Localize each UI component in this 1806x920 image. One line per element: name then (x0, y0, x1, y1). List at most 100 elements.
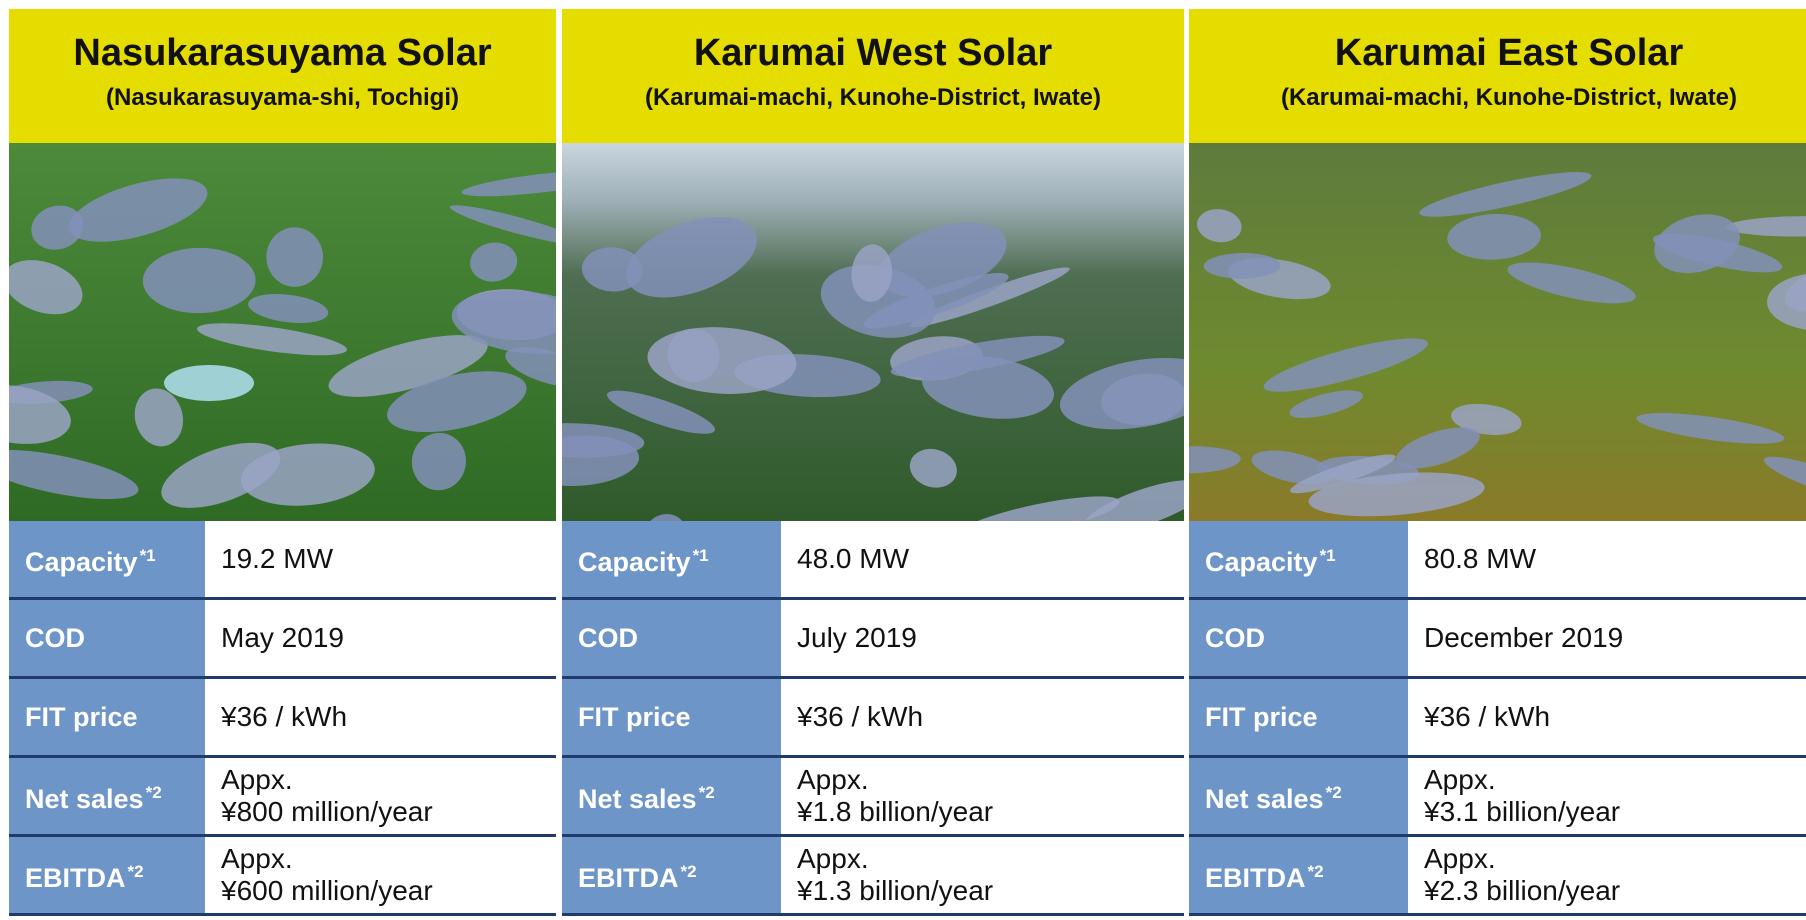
table-row: Net sales *2 Appx. ¥1.8 billion/year (562, 758, 1184, 837)
photo (9, 143, 556, 521)
photo-frame (562, 143, 1184, 521)
row-label: FIT price (9, 679, 205, 755)
panel-subtitle: (Karumai-machi, Kunohe-District, Iwate) (644, 84, 1102, 111)
photo-frame (1189, 143, 1806, 521)
value-line: 80.8 MW (1424, 543, 1537, 574)
row-value: May 2019 (205, 600, 556, 676)
value-line: Appx. (221, 843, 293, 874)
label-text: COD (578, 623, 638, 653)
value-line: July 2019 (797, 622, 917, 653)
label-text: EBITDA *2 (578, 857, 697, 893)
panel-header: Nasukarasuyama Solar (Nasukarasuyama-shi,… (9, 9, 556, 143)
row-label: EBITDA *2 (9, 837, 205, 913)
row-value: Appx. ¥1.8 billion/year (781, 758, 1184, 834)
panel-title: Karumai West Solar (693, 32, 1053, 74)
label-text: Net sales *2 (25, 778, 162, 814)
value-line: ¥36 / kWh (797, 701, 924, 732)
table-row: Capacity *1 19.2 MW (9, 521, 556, 600)
label: EBITDA (1205, 863, 1306, 893)
table-row: COD July 2019 (562, 600, 1184, 679)
label-text: EBITDA *2 (25, 857, 144, 893)
value-line: ¥600 million/year (221, 875, 433, 906)
row-label: Capacity *1 (562, 521, 781, 597)
table-row: FIT price ¥36 / kWh (9, 679, 556, 758)
label-text: Capacity *1 (1205, 541, 1336, 577)
value-line: ¥800 million/year (221, 796, 433, 827)
table-row: COD May 2019 (9, 600, 556, 679)
row-value: Appx. ¥3.1 billion/year (1408, 758, 1806, 834)
panel-title: Nasukarasuyama Solar (73, 32, 492, 74)
footnote-mark: *1 (1319, 546, 1336, 565)
row-value: 19.2 MW (205, 521, 556, 597)
panel-header: Karumai West Solar (Karumai-machi, Kunohe… (562, 9, 1184, 143)
value-line: May 2019 (221, 622, 344, 653)
panel: Nasukarasuyama Solar (Nasukarasuyama-shi,… (9, 9, 556, 920)
value-line: Appx. (1424, 764, 1496, 795)
row-label: COD (562, 600, 781, 676)
row-label: Capacity *1 (1189, 521, 1408, 597)
label: COD (25, 623, 85, 653)
value-line: 48.0 MW (797, 543, 910, 574)
table-row: EBITDA *2 Appx. ¥1.3 billion/year (562, 837, 1184, 916)
row-value: ¥36 / kWh (205, 679, 556, 755)
panel-title: Karumai East Solar (1334, 32, 1684, 74)
label-text: EBITDA *2 (1205, 857, 1324, 893)
panel: Karumai West Solar (Karumai-machi, Kunohe… (562, 9, 1184, 920)
label: Net sales (25, 784, 144, 814)
label: Capacity (578, 547, 691, 577)
table-row: FIT price ¥36 / kWh (1189, 679, 1806, 758)
value-line: ¥36 / kWh (1424, 701, 1551, 732)
table-row: FIT price ¥36 / kWh (562, 679, 1184, 758)
panel: Karumai East Solar (Karumai-machi, Kunohe… (1189, 9, 1806, 920)
table-row: COD December 2019 (1189, 600, 1806, 679)
label: Capacity (25, 547, 138, 577)
row-value: July 2019 (781, 600, 1184, 676)
label: Net sales (578, 784, 697, 814)
footnote-mark: *2 (1307, 862, 1324, 881)
value-line: Appx. (797, 764, 869, 795)
label: FIT price (25, 702, 138, 732)
row-value: ¥36 / kWh (1408, 679, 1806, 755)
panel-subtitle: (Nasukarasuyama-shi, Tochigi) (106, 84, 459, 111)
value-line: December 2019 (1424, 622, 1624, 653)
footnote-mark: *2 (698, 783, 715, 802)
table-row: Net sales *2 Appx. ¥800 million/year (9, 758, 556, 837)
value-line: ¥36 / kWh (221, 701, 348, 732)
table-row: Capacity *1 48.0 MW (562, 521, 1184, 600)
row-value: Appx. ¥2.3 billion/year (1408, 837, 1806, 913)
photo-frame (9, 143, 556, 521)
label: FIT price (1205, 702, 1318, 732)
row-label: COD (1189, 600, 1408, 676)
row-label: Net sales *2 (1189, 758, 1408, 834)
panel-subtitle: (Karumai-machi, Kunohe-District, Iwate) (1280, 84, 1738, 111)
label-text: FIT price (578, 702, 691, 732)
row-label: COD (9, 600, 205, 676)
row-label: Net sales *2 (562, 758, 781, 834)
table-row: EBITDA *2 Appx. ¥600 million/year (9, 837, 556, 916)
value-line: 19.2 MW (221, 543, 334, 574)
value-line: ¥1.3 billion/year (797, 875, 994, 906)
label-text: COD (1205, 623, 1265, 653)
label-text: Net sales *2 (578, 778, 715, 814)
label: EBITDA (578, 863, 679, 893)
row-label: Net sales *2 (9, 758, 205, 834)
label-text: Net sales *2 (1205, 778, 1342, 814)
photo (562, 143, 1184, 521)
value-line: ¥3.1 billion/year (1424, 796, 1621, 827)
row-value: 80.8 MW (1408, 521, 1806, 597)
label: EBITDA (25, 863, 126, 893)
row-label: FIT price (562, 679, 781, 755)
row-value: December 2019 (1408, 600, 1806, 676)
footnote-mark: *2 (127, 862, 144, 881)
value-line: Appx. (221, 764, 293, 795)
footnote-mark: *2 (145, 783, 162, 802)
row-label: Capacity *1 (9, 521, 205, 597)
label-text: FIT price (1205, 702, 1318, 732)
table-row: EBITDA *2 Appx. ¥2.3 billion/year (1189, 837, 1806, 916)
row-value: Appx. ¥800 million/year (205, 758, 556, 834)
table-row: Capacity *1 80.8 MW (1189, 521, 1806, 600)
label-text: Capacity *1 (25, 541, 156, 577)
panel-header: Karumai East Solar (Karumai-machi, Kunohe… (1189, 9, 1806, 143)
value-line: Appx. (1424, 843, 1496, 874)
